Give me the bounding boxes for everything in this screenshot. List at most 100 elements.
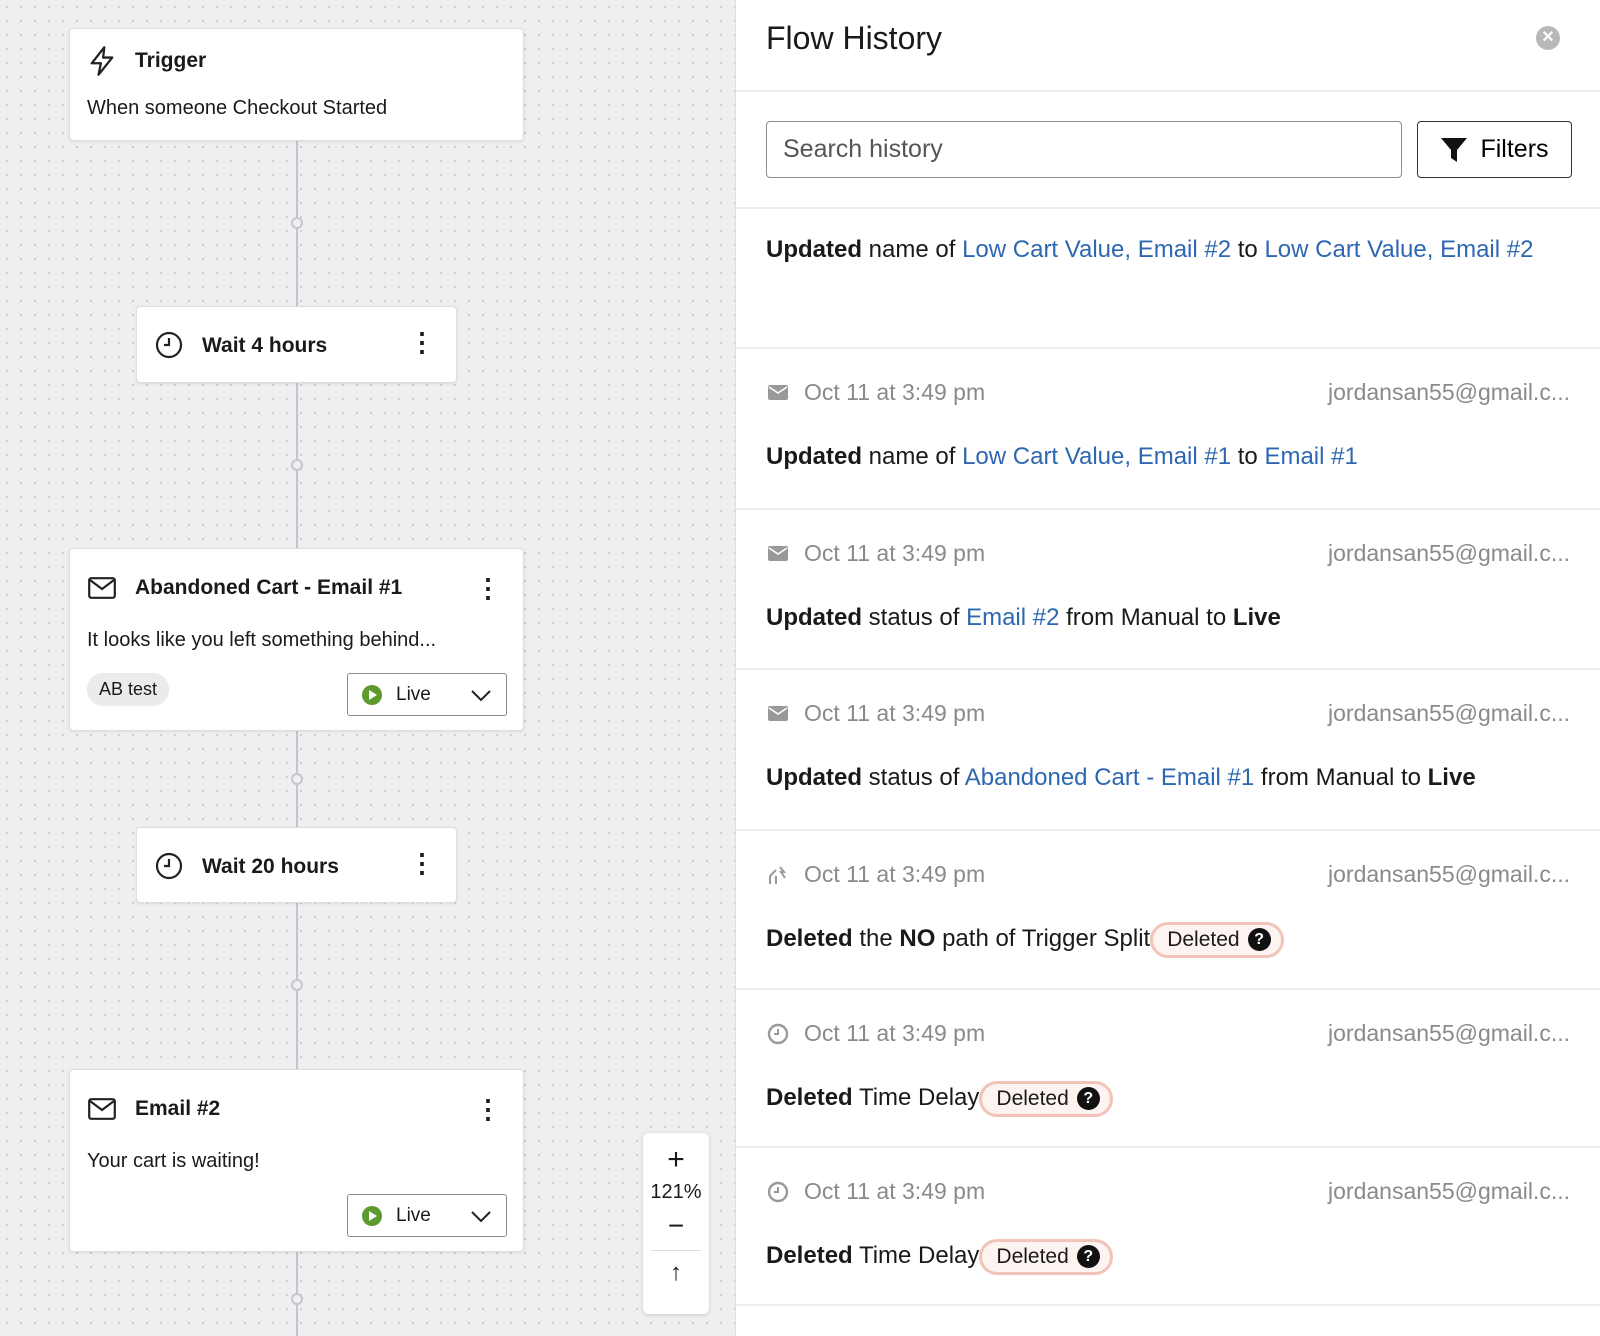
history-user: jordansan55@gmail.c... [1328,379,1570,405]
help-icon[interactable]: ? [1076,1245,1100,1269]
mail-icon [766,546,790,561]
panel-title: Flow History [766,20,943,56]
clock-icon [155,331,183,359]
divider [736,207,1600,209]
history-message: Updated status of Email #2 from Manual t… [766,598,1540,638]
flow-history-panel: Flow History ✕ Filters Updated name of L… [736,0,1600,1336]
history-item: Oct 11 at 3:49 pm jordansan55@gmail.c... D… [736,990,1600,1148]
history-message: Deleted Time Delay Deleted? [766,1078,1540,1118]
bold-text: Deleted [766,925,853,952]
connector-node[interactable] [291,459,303,471]
history-timestamp: Oct 11 at 3:49 pm [804,1178,986,1204]
help-icon[interactable]: ? [1247,928,1271,952]
connector-node[interactable] [291,1293,303,1305]
text: to [1231,236,1265,263]
flow-link[interactable]: Abandoned Cart - Email #1 [964,764,1255,791]
history-item: Oct 11 at 3:49 pm jordansan55@gmail.c... U… [736,670,1600,831]
history-meta: Oct 11 at 3:49 pm jordansan55@gmail.c... [766,861,1570,888]
history-item: Oct 11 at 3:49 pm jordansan55@gmail.c... D… [736,831,1600,990]
trigger-card[interactable]: Trigger When someone Checkout Started [69,28,524,141]
text: name of [862,443,963,470]
lightning-icon [90,46,114,76]
history-user: jordansan55@gmail.c... [1328,700,1570,726]
close-icon[interactable]: ✕ [1536,26,1560,50]
mail-icon [766,385,790,400]
clock-icon [155,852,183,880]
zoom-in-button[interactable]: + [667,1143,685,1176]
zoom-control: + 121% − ↑ [643,1133,709,1314]
deleted-badge: Deleted? [1150,921,1284,958]
deleted-badge: Deleted? [979,1080,1113,1117]
filter-icon [1441,137,1468,162]
history-message: Updated name of Low Cart Value, Email #2… [766,230,1540,270]
history-user: jordansan55@gmail.c... [1328,1178,1570,1204]
connector-node[interactable] [291,979,303,991]
status-dropdown[interactable]: Live [347,673,507,716]
clock-icon [766,1023,790,1045]
history-timestamp: Oct 11 at 3:49 pm [804,861,986,887]
ab-test-tag: AB test [87,673,170,706]
filters-button[interactable]: Filters [1417,121,1572,178]
chevron-down-icon [471,1211,491,1223]
wait-card[interactable]: Wait 20 hours ⋮ [136,827,457,903]
bold-text: Updated [766,764,862,791]
history-meta: Oct 11 at 3:49 pm jordansan55@gmail.c... [766,1020,1570,1047]
scroll-to-top-button[interactable]: ↑ [670,1259,682,1286]
zoom-out-button[interactable]: − [651,1210,701,1251]
wait-card[interactable]: Wait 4 hours ⋮ [136,306,457,383]
wait-label: Wait 4 hours [202,334,328,357]
chevron-down-icon [471,690,491,702]
badge-label: Deleted [996,1087,1069,1111]
trigger-title: Trigger [135,49,207,72]
status-value: Live [396,1204,431,1226]
help-icon[interactable]: ? [1076,1087,1100,1111]
badge-label: Deleted [996,1245,1069,1269]
history-message: Updated status of Abandoned Cart - Email… [766,758,1540,798]
flow-canvas[interactable]: Trigger When someone Checkout Started Wa… [0,0,736,1336]
live-icon [362,684,382,705]
email-preview: Your cart is waiting! [87,1150,260,1172]
flow-link[interactable]: Email #2 [966,604,1060,631]
connector-node[interactable] [291,217,303,229]
flow-link[interactable]: Low Cart Value, Email #2 [962,236,1232,263]
history-meta: Oct 11 at 3:49 pm jordansan55@gmail.c... [766,1178,1570,1205]
history-timestamp: Oct 11 at 3:49 pm [804,700,986,726]
email-title: Abandoned Cart - Email #1 [135,576,403,599]
bold-text: Live [1427,764,1476,791]
flow-link[interactable]: Low Cart Value, Email #1 [962,443,1232,470]
email-card[interactable]: Email #2 ⋮ Your cart is waiting! Live [69,1069,524,1252]
search-input[interactable] [766,121,1402,178]
bold-text: Updated [766,604,862,631]
connector-node[interactable] [291,773,303,785]
bold-text: NO [899,925,936,952]
history-meta: Oct 11 at 3:49 pm jordansan55@gmail.c... [766,700,1570,727]
email-card[interactable]: Abandoned Cart - Email #1 ⋮ It looks lik… [69,548,524,731]
live-icon [362,1205,382,1226]
flow-link[interactable]: Email #1 [1264,443,1358,470]
status-dropdown[interactable]: Live [347,1194,507,1237]
history-timestamp: Oct 11 at 3:49 pm [804,540,986,566]
text: from Manual to [1254,764,1428,791]
history-message: Updated name of Low Cart Value, Email #1… [766,437,1540,477]
more-options-icon[interactable]: ⋮ [475,573,501,603]
bold-text: Live [1232,604,1281,631]
filters-label: Filters [1480,135,1549,163]
text: Time Delay [852,1084,980,1111]
bold-text: Deleted [766,1084,853,1111]
text: status of [862,604,967,631]
flow-link[interactable]: Low Cart Value, Email #2 [1264,236,1534,263]
bold-text: Updated [766,236,862,263]
text: to [1231,443,1265,470]
bold-text: Updated [766,443,862,470]
history-message: Deleted Time Delay Deleted? [766,1236,1540,1276]
mail-icon [766,706,790,721]
history-message: Deleted the NO path of Trigger Split Dele… [766,919,1540,959]
more-options-icon[interactable]: ⋮ [409,327,435,357]
status-value: Live [396,683,431,705]
more-options-icon[interactable]: ⋮ [409,848,435,878]
history-timestamp: Oct 11 at 3:49 pm [804,379,986,405]
email-title: Email #2 [135,1097,221,1120]
text: path of Trigger Split [935,925,1151,952]
more-options-icon[interactable]: ⋮ [475,1094,501,1124]
deleted-badge: Deleted? [979,1238,1113,1275]
